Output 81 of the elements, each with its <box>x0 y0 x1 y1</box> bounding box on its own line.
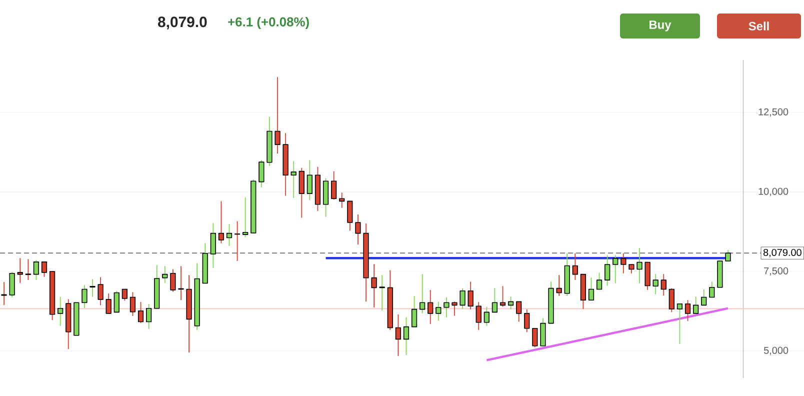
candlestick <box>395 314 401 357</box>
text: +6.1 (+0.08%) <box>228 16 309 30</box>
candlestick <box>114 290 120 313</box>
candlestick <box>620 252 626 274</box>
candlestick <box>234 220 240 262</box>
y-tick-label: 12,500 <box>758 108 788 117</box>
candlestick <box>130 292 136 316</box>
candlestick <box>403 316 410 356</box>
candlestick <box>540 318 546 347</box>
candlestick <box>476 302 482 330</box>
candlestick <box>138 302 144 324</box>
candlestick <box>556 274 562 296</box>
candlestick <box>411 296 418 328</box>
candlestick <box>170 268 176 292</box>
candlestick <box>98 276 104 306</box>
candlestick <box>508 296 514 310</box>
candlestick <box>290 160 296 198</box>
candlestick <box>444 296 450 318</box>
candlestick <box>572 252 578 281</box>
candlestick <box>379 274 385 312</box>
candlestick <box>492 288 498 313</box>
candlestick <box>460 288 466 310</box>
candlestick <box>242 196 248 238</box>
candlestick <box>355 214 361 245</box>
candlestick <box>339 192 345 208</box>
candlestick <box>322 178 329 218</box>
y-tick-label: 10,000 <box>758 188 788 196</box>
text: 8,079.0 <box>158 16 207 30</box>
candlestick <box>298 167 304 218</box>
candlestick <box>684 300 691 322</box>
candlestick <box>106 292 112 314</box>
candlestick <box>162 266 168 284</box>
candlestick <box>226 224 232 246</box>
candlestick <box>210 222 216 268</box>
candlestick <box>709 281 715 298</box>
candlestick <box>306 160 313 201</box>
candlestick <box>82 284 88 308</box>
candlestick <box>218 200 224 244</box>
candlestick <box>636 247 642 284</box>
candlestick <box>604 254 610 286</box>
y-tick-label: 5,000 <box>764 346 788 356</box>
candlestick <box>58 296 64 326</box>
candlestick <box>420 274 426 314</box>
y-tick-label: 7,500 <box>764 267 788 276</box>
candlestick <box>676 303 683 344</box>
candlestick <box>41 261 48 278</box>
candlestick <box>178 266 184 301</box>
candlestick <box>652 274 658 295</box>
candlestick <box>588 277 594 301</box>
text: Buy <box>650 20 672 32</box>
candlestick <box>484 306 490 326</box>
candlestick <box>25 258 31 281</box>
candlestick <box>660 274 666 296</box>
candlestick <box>274 76 280 154</box>
candlestick <box>500 286 506 308</box>
candlestick <box>628 264 634 274</box>
candlestick <box>701 288 707 306</box>
candlestick <box>468 281 474 310</box>
candlestick <box>331 170 337 200</box>
candlestick <box>516 300 522 322</box>
candlestick <box>725 250 731 262</box>
candlestick <box>668 288 674 313</box>
candlestick <box>532 328 538 348</box>
candlestick <box>644 261 650 290</box>
candlestick <box>347 200 353 232</box>
candlestick <box>9 271 15 298</box>
candlestick <box>524 308 530 333</box>
ref-line-label: 8,079.00 <box>763 248 802 258</box>
candlestick <box>33 260 40 281</box>
candlestick <box>258 160 264 188</box>
candlestick <box>17 258 23 284</box>
candlestick <box>693 296 699 314</box>
candlestick <box>146 303 152 330</box>
candlestick <box>436 301 442 322</box>
candlestick <box>371 264 377 308</box>
candlestick <box>452 301 458 316</box>
text: Sell <box>748 22 769 30</box>
candlestick <box>90 278 96 298</box>
candlestick <box>428 289 434 324</box>
candlestick <box>612 254 618 284</box>
candlestick <box>596 272 602 290</box>
